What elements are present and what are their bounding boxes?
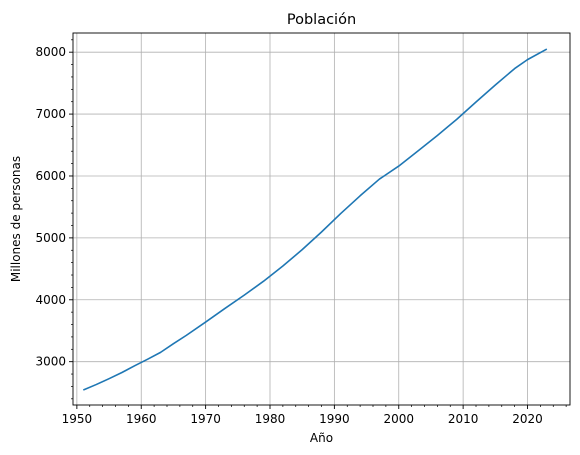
x-tick-label: 2010 xyxy=(448,412,479,426)
x-tick-label: 1990 xyxy=(319,412,350,426)
chart-title: Población xyxy=(287,12,356,28)
x-tick-label: 2020 xyxy=(512,412,543,426)
x-tick-label: 1950 xyxy=(62,412,93,426)
axis-ticks xyxy=(69,39,567,409)
series-line-population xyxy=(82,48,548,391)
y-tick-label: 7000 xyxy=(35,107,66,121)
x-tick-label: 1960 xyxy=(126,412,157,426)
y-tick-label: 4000 xyxy=(35,293,66,307)
y-tick-label: 5000 xyxy=(35,231,66,245)
grid-lines xyxy=(73,33,570,405)
x-tick-label: 1970 xyxy=(190,412,221,426)
y-axis-label: Millones de personas xyxy=(9,156,23,282)
y-tick-label: 8000 xyxy=(35,45,66,59)
axes-frame xyxy=(72,32,571,406)
y-tick-label: 3000 xyxy=(35,355,66,369)
y-tick-label: 6000 xyxy=(35,169,66,183)
x-tick-label: 1980 xyxy=(255,412,286,426)
x-tick-label: 2000 xyxy=(383,412,414,426)
x-axis-label: Año xyxy=(310,431,333,445)
tick-labels: 1950 1960 1970 1980 1990 2000 2010 2020 3000 4000… xyxy=(35,45,542,426)
